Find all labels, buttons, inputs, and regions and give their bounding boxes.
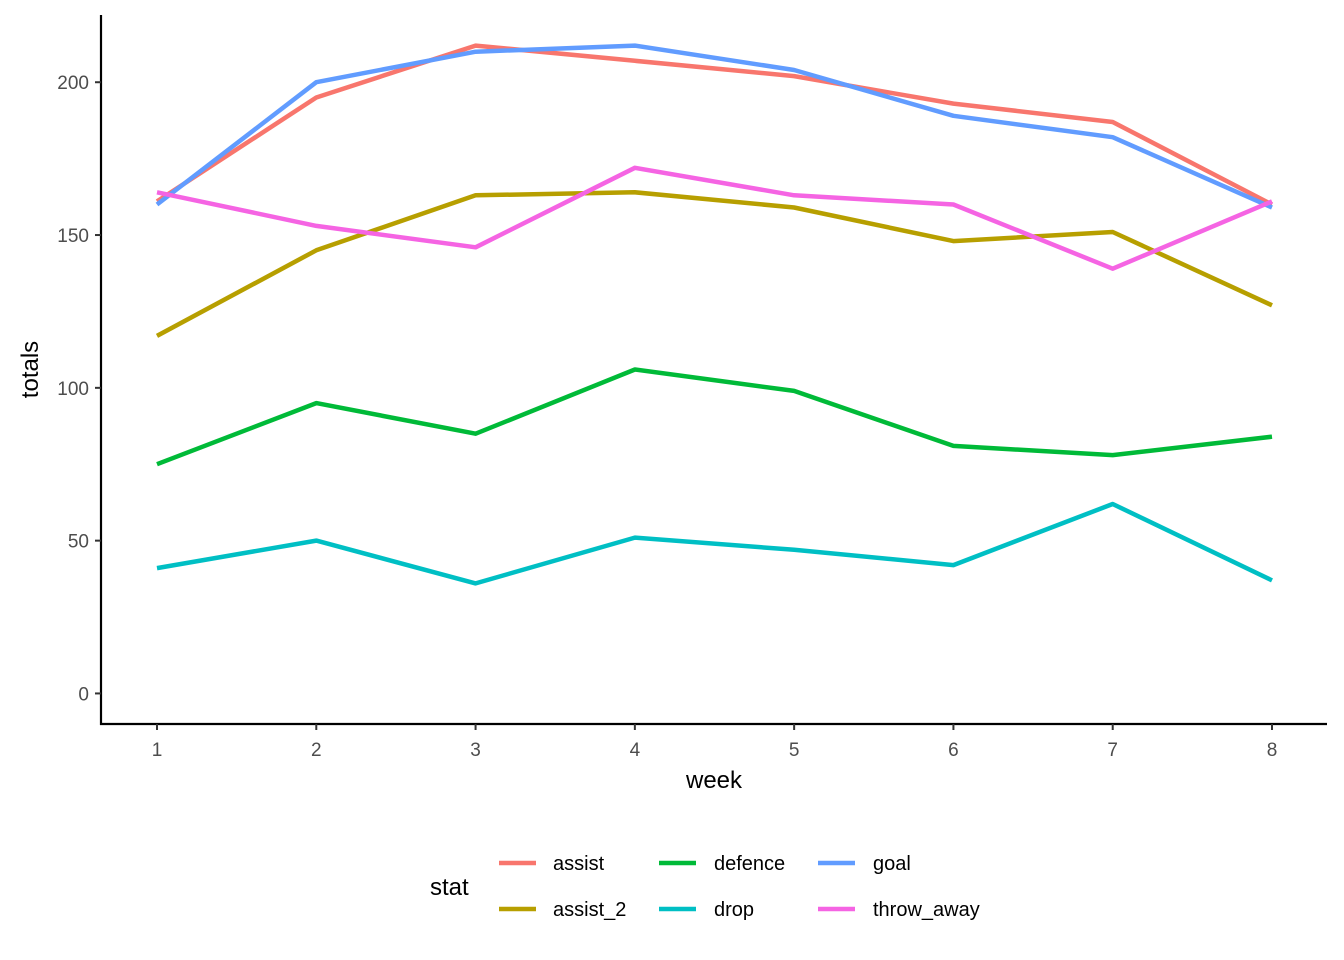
legend: stat assist assist_2 defence drop goal throw_… <box>430 853 980 921</box>
legend-item-goal: goal <box>818 853 911 875</box>
y-tick-label: 200 <box>57 73 89 94</box>
legend-item-assist: assist <box>499 853 605 875</box>
legend-label: throw_away <box>873 899 980 921</box>
legend-label: assist_2 <box>553 899 626 921</box>
y-tick-label: 100 <box>57 379 89 400</box>
y-tick-label: 0 <box>78 684 89 705</box>
y-tick-label: 150 <box>57 226 89 247</box>
axes <box>99 15 1327 726</box>
x-axis-title: week <box>685 767 743 794</box>
legend-title: stat <box>430 874 469 901</box>
legend-item-drop: drop <box>659 899 754 921</box>
legend-item-defence: defence <box>659 853 785 875</box>
legend-label: assist <box>553 853 605 875</box>
x-tick-label: 2 <box>311 740 322 761</box>
x-tick-label: 7 <box>1107 740 1118 761</box>
series-line-goal <box>155 43 1273 210</box>
x-tick-label: 5 <box>789 740 800 761</box>
x-tick-label: 4 <box>630 740 641 761</box>
x-tick-label: 1 <box>152 740 163 761</box>
series-line-throw-away <box>156 165 1273 271</box>
legend-label: defence <box>714 853 785 875</box>
plot-area <box>155 43 1274 586</box>
y-tick-label: 50 <box>68 532 89 553</box>
x-tick-label: 8 <box>1267 740 1278 761</box>
series-line-drop <box>156 501 1273 586</box>
legend-item-throw-away: throw_away <box>818 899 980 921</box>
x-tick-label: 6 <box>948 740 959 761</box>
series-line-assist <box>155 43 1274 207</box>
x-tick-label: 3 <box>470 740 481 761</box>
legend-item-assist-2: assist_2 <box>499 899 626 921</box>
series-line-assist-2 <box>155 190 1273 338</box>
legend-label: goal <box>873 853 911 875</box>
ticks: 0 50 100 150 200 1 2 3 4 5 6 7 8 <box>57 73 1277 761</box>
y-axis-title: totals <box>17 341 44 398</box>
series-line-defence <box>156 367 1273 467</box>
legend-label: drop <box>714 899 754 921</box>
